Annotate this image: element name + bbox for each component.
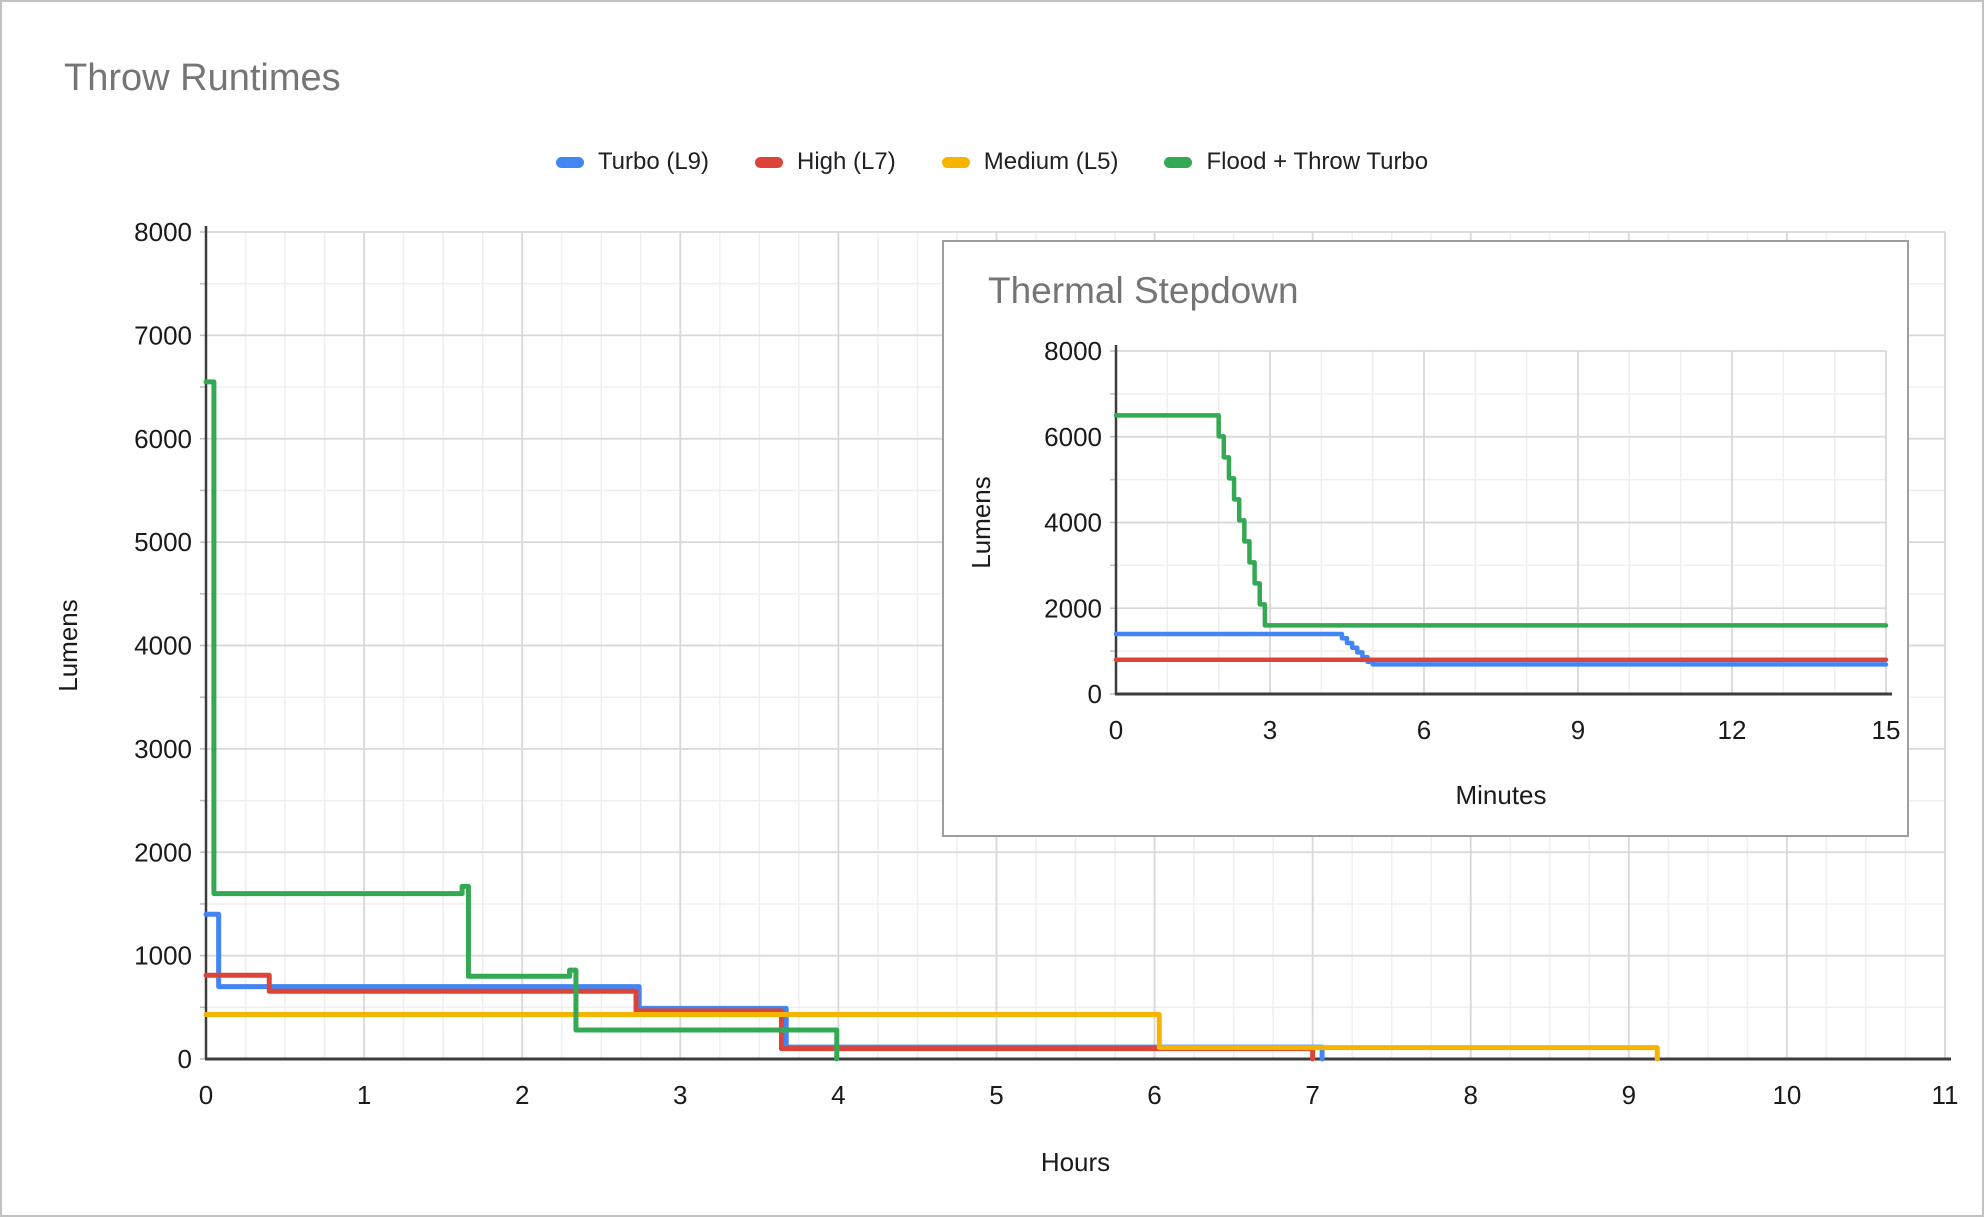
- y-tick-label: 4000: [1044, 508, 1102, 538]
- y-tick-label: 0: [1088, 679, 1102, 709]
- y-tick-label: 4000: [134, 631, 192, 661]
- x-tick-label: 4: [831, 1080, 845, 1110]
- x-tick-label: 7: [1305, 1080, 1319, 1110]
- x-tick-label: 12: [1718, 715, 1747, 745]
- page-title: Throw Runtimes: [64, 57, 341, 99]
- legend-item-flood-throw-turbo[interactable]: Flood + Throw Turbo: [1164, 148, 1428, 176]
- y-tick-label: 8000: [134, 217, 192, 247]
- x-tick-label: 0: [199, 1080, 213, 1110]
- y-tick-label: 3000: [134, 734, 192, 764]
- legend: Turbo (L9) High (L7) Medium (L5) Flood + Th…: [2, 148, 1982, 176]
- x-tick-label: 9: [1571, 715, 1585, 745]
- x-tick-label: 0: [1109, 715, 1123, 745]
- x-axis-title: Hours: [1041, 1147, 1110, 1177]
- x-tick-label: 11: [1932, 1080, 1959, 1110]
- legend-swatch-icon: [755, 156, 784, 168]
- y-axis-title: Lumens: [53, 599, 83, 692]
- y-tick-label: 2000: [134, 837, 192, 867]
- legend-item-label: Medium (L5): [983, 148, 1119, 175]
- x-tick-label: 6: [1417, 715, 1431, 745]
- series-line-medium-l5: [203, 1012, 1660, 1062]
- legend-item-turbo-l9[interactable]: Turbo (L9): [555, 148, 710, 176]
- y-tick-label: 6000: [134, 424, 192, 454]
- x-tick-label: 5: [989, 1080, 1003, 1110]
- legend-item-label: Turbo (L9): [597, 148, 710, 175]
- x-tick-label: 10: [1772, 1080, 1801, 1110]
- legend-item-label: Flood + Throw Turbo: [1206, 148, 1429, 175]
- y-tick-label: 1000: [134, 941, 192, 971]
- inset-chart-title: Thermal Stepdown: [988, 270, 1299, 311]
- x-tick-label: 6: [1147, 1080, 1161, 1110]
- legend-swatch-icon: [555, 156, 584, 168]
- x-axis-title: Minutes: [1455, 780, 1546, 810]
- y-axis-title: Lumens: [966, 476, 996, 569]
- x-tick-label: 3: [673, 1080, 687, 1110]
- y-tick-label: 5000: [134, 527, 192, 557]
- series-line-flood-throw-turbo: [203, 379, 840, 1062]
- x-tick-label: 2: [515, 1080, 529, 1110]
- legend-item-label: High (L7): [797, 148, 896, 175]
- y-tick-label: 8000: [1044, 336, 1102, 366]
- y-tick-label: 0: [178, 1044, 192, 1074]
- thermal-stepdown-chart: 0 3 6 9 12 15 0 2000 4000 6000 8000 Minutes Lumens: [966, 336, 1901, 810]
- series-line-flood-throw-turbo: [1113, 413, 1889, 628]
- x-tick-label: 3: [1263, 715, 1277, 745]
- legend-swatch-icon: [1164, 156, 1193, 168]
- legend-item-high-l7[interactable]: High (L7): [755, 148, 896, 176]
- legend-swatch-icon: [941, 156, 970, 168]
- legend-item-medium-l5[interactable]: Medium (L5): [941, 148, 1119, 176]
- x-tick-label: 9: [1622, 1080, 1636, 1110]
- x-tick-label: 1: [357, 1080, 371, 1110]
- y-tick-label: 7000: [134, 320, 192, 350]
- y-tick-label: 6000: [1044, 422, 1102, 452]
- x-tick-label: 8: [1463, 1080, 1477, 1110]
- thermal-stepdown-inset-panel: 0 3 6 9 12 15 0 2000 4000 6000 8000 Minutes Lumens T…: [942, 240, 1909, 837]
- y-tick-label: 2000: [1044, 593, 1102, 623]
- x-tick-label: 15: [1872, 715, 1901, 745]
- series-line-high-l7: [203, 972, 1316, 1062]
